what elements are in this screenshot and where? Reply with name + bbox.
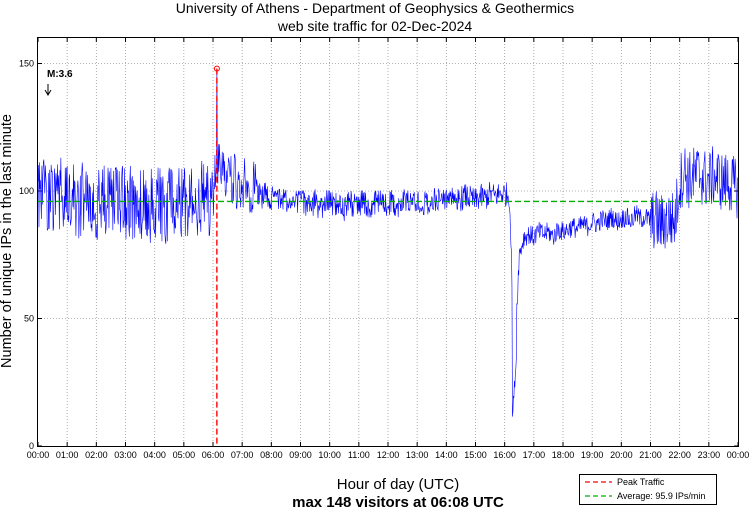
grid-lines <box>38 38 738 446</box>
x-tick-label: 09:00 <box>289 450 312 460</box>
chart-subtitle: web site traffic for 02-Dec-2024 <box>277 18 472 34</box>
x-tick-label: 10:00 <box>318 450 341 460</box>
overlay-lines <box>38 65 738 446</box>
x-tick-label: 00:00 <box>727 450 750 460</box>
x-axis-ticks: 00:00 01:00 02:00 03:00 04:00 05:00 06:00 07:00… <box>27 38 750 460</box>
x-tick-label: 16:00 <box>493 450 516 460</box>
x-tick-label: 03:00 <box>114 450 137 460</box>
x-tick-label: 20:00 <box>610 450 633 460</box>
x-tick-label: 21:00 <box>639 450 662 460</box>
x-tick-label: 14:00 <box>435 450 458 460</box>
x-tick-label: 00:00 <box>27 450 50 460</box>
y-tick-label: 150 <box>19 59 34 69</box>
x-tick-label: 01:00 <box>56 450 79 460</box>
x-tick-label: 04:00 <box>143 450 166 460</box>
x-tick-label: 12:00 <box>377 450 400 460</box>
x-tick-label: 15:00 <box>464 450 487 460</box>
y-tick-label: 50 <box>24 314 34 324</box>
x-tick-label: 17:00 <box>523 450 546 460</box>
x-tick-label: 22:00 <box>668 450 691 460</box>
peak-marker <box>213 65 220 72</box>
y-axis-label: Number of unique IPs in the last minute <box>0 114 15 368</box>
magnitude-annotation: M:3.6 <box>47 69 73 80</box>
legend: Peak Traffic Average: 95.9 IPs/min <box>579 474 717 505</box>
y-tick-label: 100 <box>19 186 34 196</box>
chart-title: University of Athens - Department of Geo… <box>176 0 574 16</box>
x-tick-label: 18:00 <box>552 450 575 460</box>
x-tick-label: 13:00 <box>406 450 429 460</box>
legend-peak-label: Peak Traffic <box>617 477 665 487</box>
traffic-line <box>37 68 738 417</box>
y-tick-label: 0 <box>29 441 34 451</box>
legend-box <box>579 474 717 505</box>
legend-average-label: Average: 95.9 IPs/min <box>617 491 705 501</box>
x-tick-label: 07:00 <box>231 450 254 460</box>
traffic-series <box>37 68 738 417</box>
x-tick-label: 05:00 <box>173 450 196 460</box>
down-arrow-icon <box>44 84 52 96</box>
peak-summary: max 148 visitors at 06:08 UTC <box>292 494 504 511</box>
x-tick-label: 23:00 <box>698 450 721 460</box>
x-axis-label: Hour of day (UTC) <box>337 476 460 493</box>
x-tick-label: 02:00 <box>85 450 108 460</box>
x-tick-label: 11:00 <box>348 450 370 460</box>
x-tick-label: 08:00 <box>260 450 283 460</box>
x-tick-label: 06:00 <box>202 450 225 460</box>
x-tick-label: 19:00 <box>581 450 604 460</box>
